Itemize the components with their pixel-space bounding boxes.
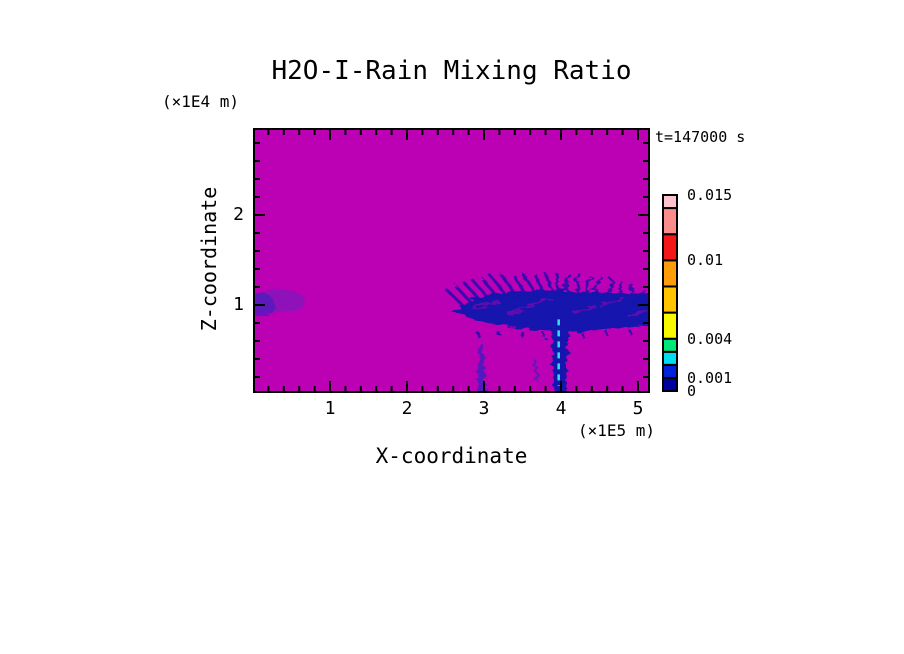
x-tick-label: 1: [324, 398, 336, 419]
y-axis-title: Z-coordinate: [197, 186, 221, 332]
y-axis-unit-label: (×1E4 m): [162, 92, 240, 111]
time-annotation: t=147000 s: [655, 128, 746, 146]
x-tick-label: 3: [478, 398, 490, 419]
y-tick-label: 1: [233, 294, 244, 315]
colorbar-tick-label: 0.01: [687, 251, 724, 270]
x-tick-label: 5: [632, 398, 644, 419]
colorbar-tick-label: 0.015: [687, 186, 733, 204]
colorbar-tick-label: 0: [687, 382, 697, 400]
x-tick-label: 2: [401, 398, 413, 419]
colorbar-tick-label: 0.001: [687, 368, 733, 387]
colorbar-tick-label: 0.004: [687, 329, 733, 348]
y-tick-label: 2: [233, 204, 244, 225]
x-axis-unit-label: (×1E5 m): [577, 421, 655, 440]
x-tick-label: 4: [555, 398, 567, 419]
colorbar: [661, 193, 679, 393]
x-axis-title: X-coordinate: [375, 444, 528, 468]
plot-area: [253, 128, 650, 393]
axes-ticks: [253, 128, 650, 393]
plot-title: H2O-I-Rain Mixing Ratio: [271, 56, 632, 86]
heatmap-field: [253, 128, 650, 393]
